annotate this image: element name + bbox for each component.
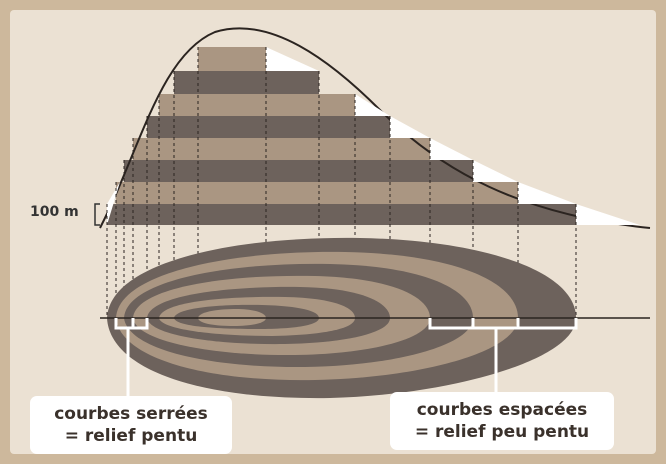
profile-band-1 [107, 204, 576, 225]
profile-band-7 [174, 71, 319, 94]
callout-steep-line2: = relief pentu [64, 426, 198, 446]
profile-band-5 [147, 116, 390, 138]
callout-gentle-line2: = relief peu pentu [414, 422, 590, 442]
contour-map [107, 237, 576, 399]
profile-gaps [266, 47, 640, 225]
callout-steep-line1: courbes serrées [54, 404, 208, 424]
profile-band-6 [159, 94, 355, 116]
callout-steep: courbes serrées = relief pentu [30, 396, 232, 454]
scale-bracket [94, 203, 100, 226]
callout-gentle: courbes espacées = relief peu pentu [390, 392, 614, 450]
profile-band-4 [133, 138, 430, 160]
profile-band-2 [116, 182, 518, 204]
profile-band-3 [124, 160, 473, 182]
scale-label: 100 m [30, 204, 79, 220]
profile-outline [99, 27, 651, 229]
callout-gentle-line1: courbes espacées [416, 400, 588, 420]
profile-gap-left [107, 182, 120, 225]
profile-section [99, 27, 651, 229]
profile-band-8 [198, 47, 266, 71]
callout-brackets [114, 318, 578, 398]
